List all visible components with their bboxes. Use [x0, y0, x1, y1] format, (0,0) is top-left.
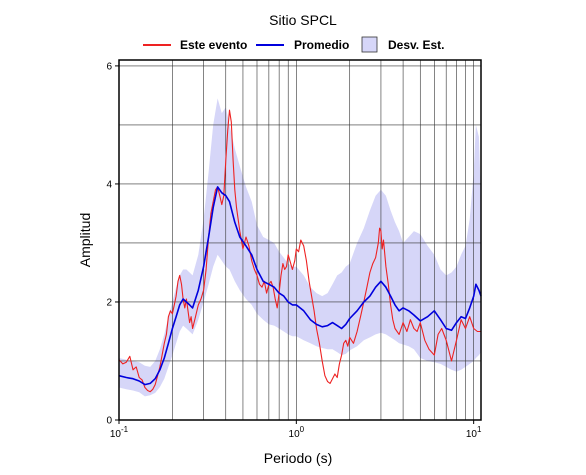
series-line-este-evento	[118, 109, 481, 393]
std-dev-band	[119, 98, 481, 397]
y-tick-label: 2	[106, 297, 112, 308]
legend: Este evento Promedio Desv. Est.	[143, 36, 444, 53]
y-tick-label: 0	[106, 416, 112, 427]
x-axis-label: Periodo (s)	[264, 450, 332, 466]
legend-swatch-desv-est	[361, 36, 378, 53]
plot-frame	[118, 59, 482, 421]
plot-area: 0 2 4 6 10-1 100 101	[106, 59, 482, 440]
chart-title: Sitio SPCL	[269, 12, 337, 28]
series-line-promedio	[118, 186, 482, 386]
x-tick-label: 101	[466, 425, 482, 440]
legend-label-desv-est: Desv. Est.	[388, 38, 444, 52]
y-tick-label: 4	[106, 179, 112, 190]
y-axis-label: Amplitud	[77, 213, 93, 267]
legend-label-promedio: Promedio	[294, 38, 349, 52]
x-tick-label: 100	[289, 425, 305, 440]
legend-label-este-evento: Este evento	[180, 38, 247, 52]
y-tick-label: 6	[106, 61, 112, 72]
x-tick-label: 10-1	[110, 425, 129, 440]
